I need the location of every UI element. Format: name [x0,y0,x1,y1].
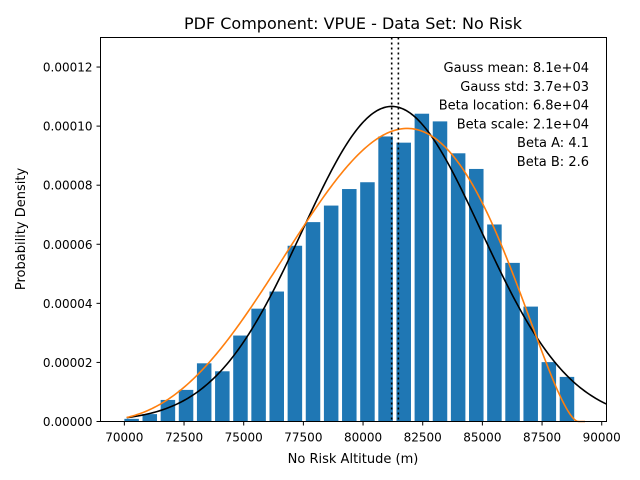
histogram-bar [360,182,375,422]
fit-parameter-label: Beta B: 2.6 [517,155,589,170]
histogram-bar [432,121,448,422]
fit-parameter-label: Gauss mean: 8.1e+04 [444,61,589,76]
histogram-bar [269,291,284,422]
fit-parameter-label: Beta scale: 2.1e+04 [457,117,589,132]
histogram-bar [323,205,339,422]
beta-fit-curve [126,127,586,423]
y-tick-label: 0.00006 [43,238,93,252]
y-tick-label: 0.00002 [43,356,93,370]
histogram-bar [396,142,411,422]
histogram-bar [124,418,139,422]
x-tick-label: 85000 [463,431,501,445]
x-tick-label: 80000 [344,431,382,445]
fit-parameters: Gauss mean: 8.1e+04 Gauss std: 3.7e+03 Bet… [439,61,589,170]
x-tick-label: 77500 [284,431,322,445]
fit-curves [126,105,607,423]
histogram-bar [160,399,176,422]
y-tick-label: 0.00000 [43,415,93,429]
histogram-bar [233,335,248,422]
x-tick-label: 72500 [165,431,203,445]
y-tick-label: 0.00010 [43,120,93,134]
y-tick-label: 0.00012 [43,61,93,75]
x-tick-label: 87500 [523,431,561,445]
histogram-bar [196,363,212,422]
histogram-bar [178,389,194,422]
histogram-bar [487,224,502,422]
histogram-bar [523,306,538,422]
histogram-bar [414,113,430,422]
histogram-bar [469,168,484,422]
histogram-bar [450,153,466,422]
histogram-bar [142,414,158,422]
y-axis-label: Probability Density [14,168,29,291]
gauss-fit-curve [126,105,607,419]
x-tick-label: 75000 [225,431,263,445]
y-tick-label: 0.00008 [43,179,93,193]
y-axis-ticks: 0.00000 0.00002 0.00004 0.00006 0.00008 0.000… [43,61,101,429]
plot-frame [100,37,607,422]
histogram-bar [287,245,303,422]
mean-lines [390,37,400,422]
histogram-bar [215,371,230,422]
histogram-bar [378,136,393,422]
histogram-bar [305,222,321,422]
chart-title: PDF Component: VPUE - Data Set: No Risk [184,14,523,33]
fit-parameter-label: Gauss std: 3.7e+03 [460,80,589,95]
x-tick-label: 90000 [583,431,621,445]
y-tick-label: 0.00004 [43,297,93,311]
histogram-bar [559,376,575,422]
x-tick-label: 82500 [404,431,442,445]
x-axis-label: No Risk Altitude (m) [288,452,419,467]
histogram-bars [124,113,575,422]
x-axis-ticks: 70000 72500 75000 77500 80000 82500 85000 87500… [105,421,621,445]
histogram-bar [251,308,266,422]
fit-parameter-label: Beta A: 4.1 [517,136,589,151]
fit-parameter-label: Beta location: 6.8e+04 [439,99,589,114]
x-tick-label: 70000 [105,431,143,445]
histogram-bar [342,189,357,422]
